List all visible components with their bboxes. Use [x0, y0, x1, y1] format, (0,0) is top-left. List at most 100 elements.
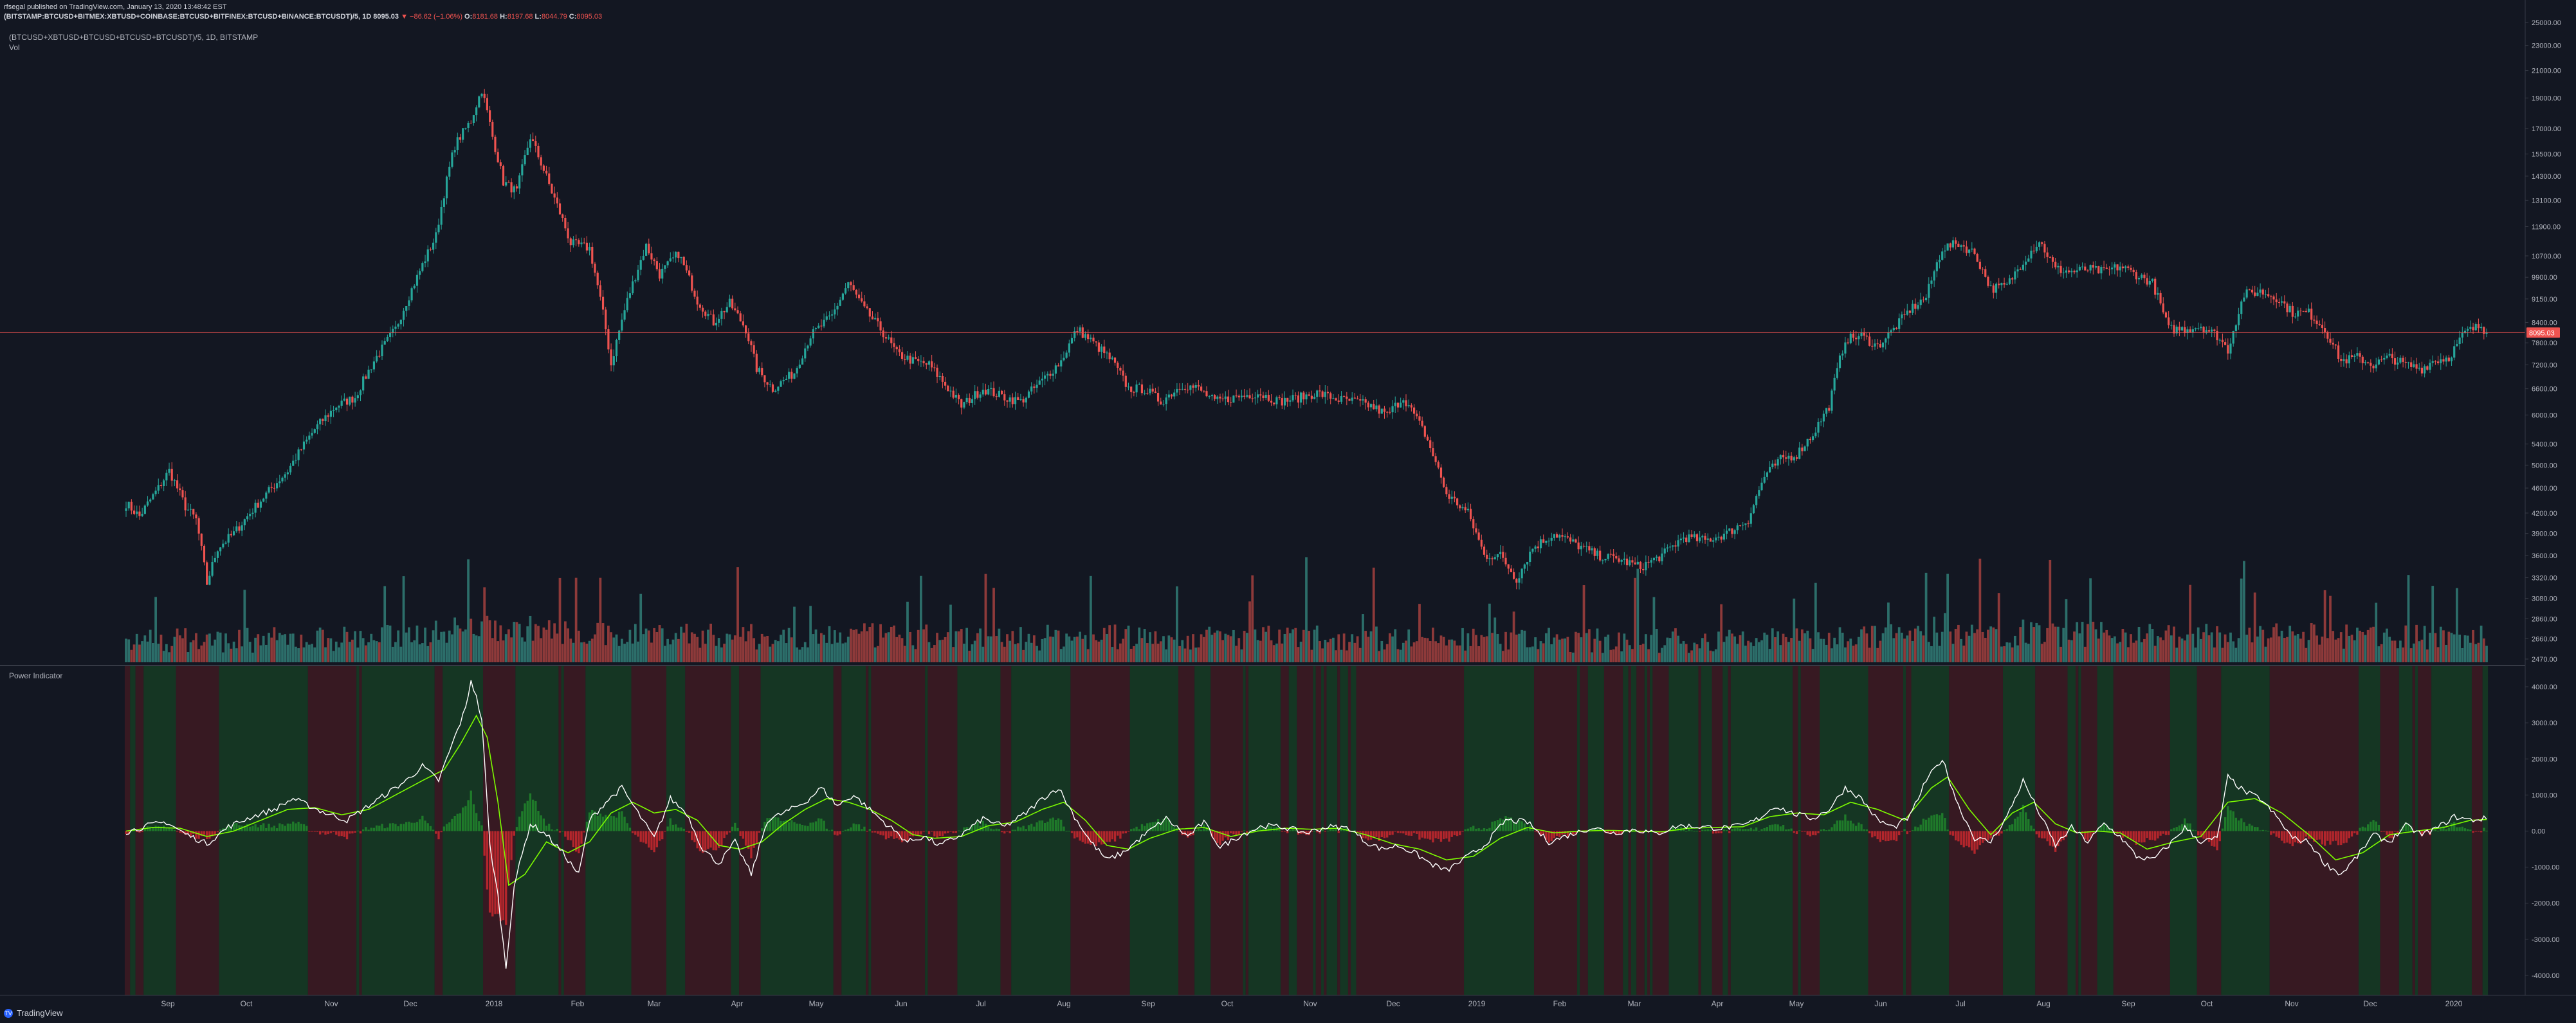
volume-bar	[798, 649, 801, 662]
candle-body	[995, 396, 998, 397]
power-band	[1698, 666, 1701, 995]
volume-bar	[459, 628, 462, 662]
candle-body	[284, 474, 286, 478]
volume-bar	[556, 633, 559, 662]
volume-bar	[1809, 638, 1812, 662]
volume-bar	[162, 651, 165, 662]
volume-bar	[973, 640, 976, 662]
volume-bar	[1385, 644, 1389, 662]
volume-bar	[1650, 635, 1653, 662]
power-histogram-bar	[1782, 825, 1785, 831]
volume-bar	[833, 630, 836, 662]
candle-body	[1359, 399, 1362, 401]
time-tick-label: Sep	[1141, 999, 1155, 1008]
volume-bar	[2153, 646, 2157, 662]
volume-bar	[750, 624, 753, 662]
power-histogram-bar	[2213, 831, 2216, 847]
power-histogram-bar	[1416, 831, 1418, 834]
price-tick-label: 3320.00	[2532, 575, 2557, 583]
power-histogram-bar	[381, 824, 383, 831]
candle-body	[322, 419, 324, 422]
candle-body	[955, 395, 957, 398]
candle-body	[1052, 374, 1054, 376]
volume-bar	[2248, 628, 2251, 662]
power-histogram-bar	[1930, 815, 1933, 831]
candle-body	[259, 502, 262, 508]
volume-bar	[1558, 639, 1561, 662]
volume-bar	[1960, 638, 1962, 662]
candle-body	[2477, 324, 2480, 329]
indicator-label[interactable]: Power Indicator	[9, 671, 63, 680]
power-histogram-bar	[2248, 824, 2251, 831]
volume-bar	[868, 626, 872, 662]
power-histogram-bar	[2240, 818, 2243, 831]
volume-bar	[1631, 649, 1634, 662]
candle-body	[1000, 390, 1003, 395]
volume-bar	[782, 629, 785, 662]
power-histogram-bar	[2469, 829, 2472, 831]
power-histogram-bar	[2054, 831, 2057, 852]
power-histogram-bar	[2218, 831, 2221, 842]
candle-body	[601, 296, 605, 310]
power-histogram-bar	[572, 831, 575, 847]
candle-body	[192, 509, 195, 515]
volume-bar	[1725, 636, 1728, 662]
power-histogram-bar	[693, 831, 696, 842]
candle-body	[569, 238, 572, 246]
candle-body	[2251, 289, 2254, 293]
volume-bar	[125, 638, 127, 662]
candle-body	[1038, 380, 1041, 385]
power-tick-label: -2000.00	[2532, 900, 2559, 908]
volume-bar	[1618, 632, 1620, 662]
power-histogram-bar	[149, 826, 152, 831]
power-histogram-bar	[488, 831, 491, 913]
footer-brand[interactable]: TV TradingView	[4, 1008, 63, 1018]
volume-bar	[149, 629, 152, 662]
volume-bar	[682, 632, 686, 662]
volume-bar	[2226, 642, 2229, 662]
power-histogram-bar	[437, 831, 440, 840]
candle-body	[1822, 413, 1825, 422]
candle-body	[1629, 560, 1631, 566]
candle-body	[2197, 328, 2200, 329]
power-histogram-bar	[1806, 831, 1809, 835]
power-histogram-bar	[284, 826, 286, 831]
power-histogram-bar	[801, 824, 804, 831]
volume-bar	[639, 593, 643, 662]
candle-body	[2391, 354, 2393, 359]
legend-volume[interactable]: Vol	[9, 43, 20, 52]
price-tick-label: 2860.00	[2532, 615, 2557, 623]
time-tick-label: Apr	[731, 999, 744, 1008]
candle-body	[998, 390, 1000, 397]
volume-bar	[917, 629, 920, 662]
price-tick-label: 25000.00	[2532, 19, 2561, 27]
power-histogram-bar	[1908, 831, 1912, 832]
price-axis[interactable]: 25000.0023000.0021000.0019000.0017000.00…	[2525, 0, 2576, 665]
chart-legend[interactable]: (BTCUSD+XBTUSD+BTCUSD+BTCUSD+BTCUSDT)/5,…	[9, 32, 258, 53]
volume-bar	[1628, 645, 1631, 662]
legend-symbol[interactable]: (BTCUSD+XBTUSD+BTCUSD+BTCUSD+BTCUSDT)/5,…	[9, 33, 259, 42]
volume-bar	[2170, 635, 2173, 662]
time-axis[interactable]: Sep Oct Nov Dec 2018 Feb Mar Apr May Jun Jul Aug Sep…	[161, 999, 2462, 1008]
volume-bar	[311, 644, 313, 662]
candle-body	[224, 542, 227, 544]
candle-body	[203, 545, 206, 563]
power-axis[interactable]: 4000.003000.002000.001000.000.00-1000.00…	[2525, 666, 2576, 995]
power-band	[1647, 666, 1650, 995]
volume-bar	[381, 627, 383, 662]
candle-body	[462, 128, 464, 140]
volume-bar	[502, 640, 505, 662]
candle-body	[152, 494, 154, 500]
volume-bar	[1445, 645, 1448, 662]
volume-bar	[1507, 649, 1510, 662]
volume-bar	[1854, 644, 1858, 662]
volume-bar	[456, 625, 459, 662]
volume-bar	[504, 634, 507, 662]
power-histogram-bar	[456, 813, 459, 831]
power-histogram-bar	[823, 820, 825, 831]
candle-body	[596, 273, 599, 285]
power-histogram-bar	[2170, 829, 2173, 831]
candle-body	[448, 167, 451, 177]
power-histogram-bar	[340, 831, 343, 837]
